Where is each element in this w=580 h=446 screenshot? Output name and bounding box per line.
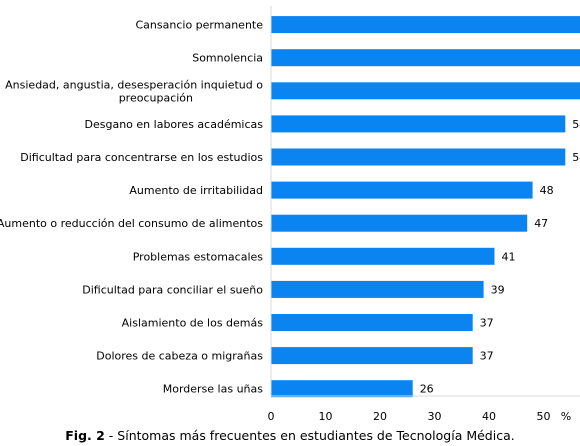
- caption-label: Fig. 2: [65, 428, 105, 443]
- category-label: Problemas estomacales: [133, 250, 264, 263]
- category-label: Somnolencia: [192, 52, 263, 65]
- bar: [271, 49, 580, 67]
- bar: [271, 214, 528, 232]
- category-label: Aislamiento de los demás: [122, 317, 264, 330]
- caption-text: - Síntomas más frecuentes en estudiantes…: [104, 428, 515, 443]
- x-tick-label: 50: [537, 410, 551, 423]
- bar: [271, 314, 473, 331]
- category-label: Aumento o reducción del consumo de alime…: [0, 217, 263, 230]
- x-axis: 010203040506070%: [268, 6, 580, 423]
- bar: [271, 181, 533, 199]
- value-label: 37: [480, 350, 494, 363]
- category-labels: Cansancio permanente Somnolencia Ansiedad,…: [0, 19, 263, 396]
- bar: [271, 16, 580, 34]
- value-label: 37: [480, 317, 494, 330]
- value-label: 54: [572, 151, 580, 164]
- value-label: 47: [534, 217, 548, 230]
- bar: [271, 115, 566, 133]
- bar: [271, 148, 566, 166]
- value-label: 41: [502, 250, 516, 263]
- category-label: Morderse las uñas: [163, 383, 264, 396]
- figure-caption: Fig. 2 - Síntomas más frecuentes en estu…: [0, 428, 580, 443]
- category-label: Aumento de irritabilidad: [129, 184, 263, 197]
- value-labels: 636057545448474139373726: [420, 118, 580, 396]
- category-label: Dolores de cabeza o migrañas: [96, 350, 263, 363]
- x-tick-label: 10: [319, 410, 333, 423]
- bar: [271, 82, 580, 100]
- category-label: Dificultad para conciliar el sueño: [82, 283, 263, 296]
- x-tick-label: 30: [428, 410, 442, 423]
- x-unit-label: %: [561, 410, 571, 423]
- bar-chart: Cansancio permanente Somnolencia Ansiedad,…: [0, 6, 580, 423]
- bar: [271, 347, 473, 365]
- value-label: 39: [491, 283, 505, 296]
- category-label: Ansiedad, angustia, desesperación inquie…: [5, 78, 263, 104]
- value-label: 48: [540, 184, 554, 197]
- category-label: Cansancio permanente: [136, 19, 264, 32]
- x-tick-label: 0: [268, 410, 275, 423]
- category-label: Dificultad para concentrarse en los estu…: [20, 151, 263, 164]
- value-label: 54: [572, 118, 580, 131]
- bar: [271, 380, 413, 398]
- x-tick-label: 20: [373, 410, 387, 423]
- bars-layer: [271, 16, 580, 398]
- bar: [271, 247, 495, 265]
- value-label: 26: [420, 383, 434, 396]
- x-tick-label: 40: [482, 410, 496, 423]
- category-label: Desgano en labores académicas: [85, 118, 264, 131]
- bar: [271, 280, 484, 298]
